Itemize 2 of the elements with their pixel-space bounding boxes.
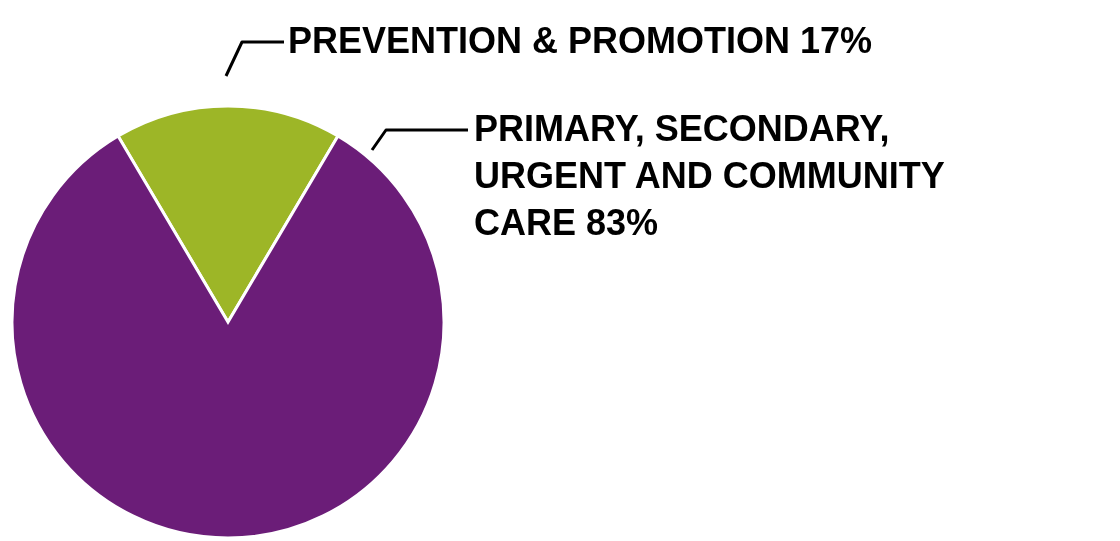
slice-label: PRIMARY, SECONDARY, URGENT AND COMMUNITY CARE 83% bbox=[474, 108, 945, 243]
slice-label: PREVENTION & PROMOTION 17% bbox=[288, 20, 873, 61]
